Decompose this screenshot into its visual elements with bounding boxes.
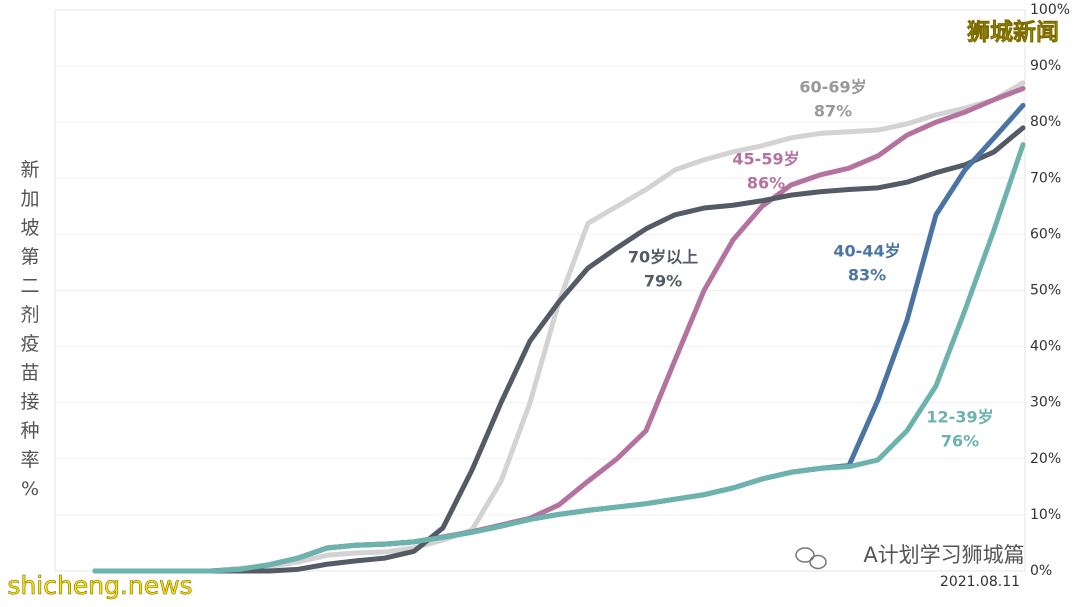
- wechat-account: A计划学习狮城篇: [863, 543, 1024, 567]
- watermark-bottom: shicheng.news: [7, 571, 192, 600]
- series-label: 45-59岁: [732, 150, 799, 169]
- series-line: [92, 86, 1026, 574]
- value-label: 86%: [747, 174, 785, 193]
- value-label: 83%: [848, 266, 886, 285]
- x-tick-label: 2021.08.11: [940, 574, 1020, 590]
- y-tick-label: 10%: [1030, 507, 1061, 523]
- y-tick-label: 90%: [1030, 58, 1061, 74]
- series-line: [92, 125, 1026, 574]
- y-tick-label: 50%: [1030, 283, 1061, 299]
- y-tick-label: 60%: [1030, 226, 1061, 242]
- series-line: [92, 102, 1026, 574]
- series-line: [92, 80, 1026, 574]
- series-label: 70岁以上: [628, 248, 698, 267]
- value-label: 87%: [814, 102, 852, 121]
- y-tick-label: 20%: [1030, 451, 1061, 467]
- y-tick-label: 100%: [1030, 2, 1070, 18]
- y-tick-label: 30%: [1030, 395, 1061, 411]
- watermark-top: 狮城新闻: [967, 19, 1059, 46]
- y-tick-label: 80%: [1030, 114, 1061, 130]
- y-tick-label: 40%: [1030, 339, 1061, 355]
- y-axis-label: 新加坡第二剂疫苗接种率%: [20, 159, 39, 500]
- value-label: 79%: [644, 272, 682, 291]
- series-label: 12-39岁: [926, 408, 993, 427]
- y-tick-label: 70%: [1030, 170, 1061, 186]
- series-line: [92, 142, 1026, 574]
- y-tick-label: 0%: [1030, 563, 1052, 579]
- value-label: 76%: [941, 432, 979, 451]
- plot-frame: [54, 9, 1026, 572]
- wechat-icon: [795, 547, 827, 570]
- series-label: 60-69岁: [799, 78, 866, 97]
- series-label: 40-44岁: [833, 242, 900, 261]
